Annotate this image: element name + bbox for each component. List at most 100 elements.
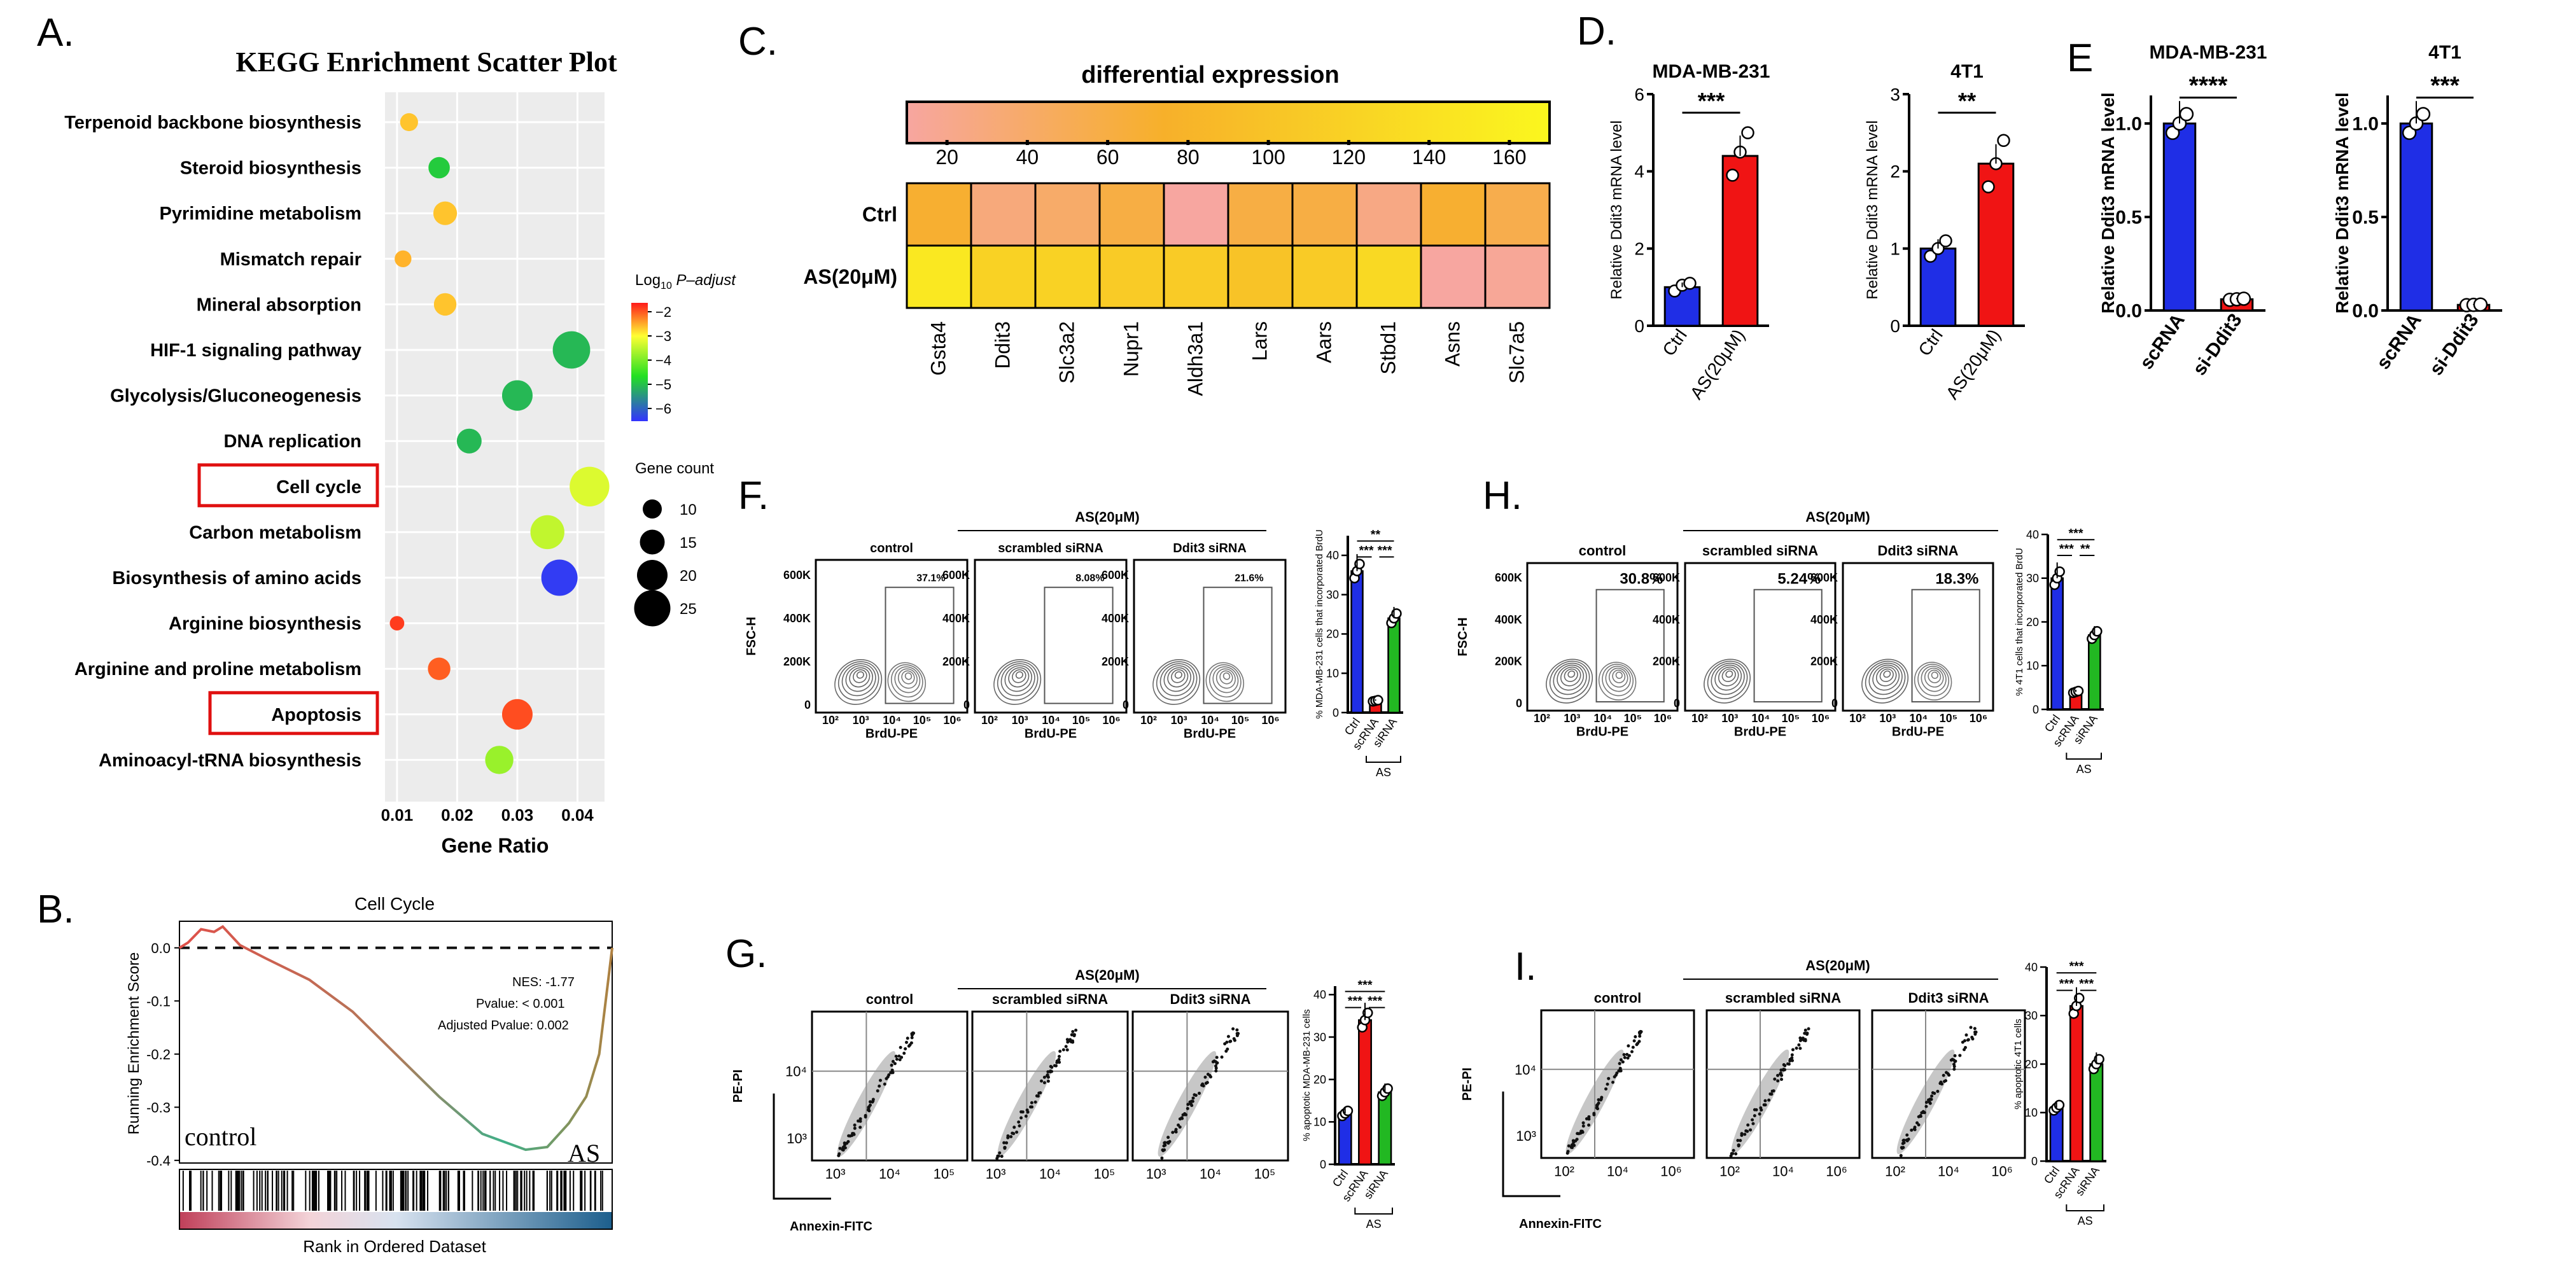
flow-ytick-label: 200K [1653, 655, 1680, 668]
bar-category-label: Ctrl [1914, 326, 1946, 359]
flow-event [1592, 1113, 1596, 1117]
gsea-ytick-label: 0.0 [151, 940, 171, 956]
heatmap-cell [1484, 182, 1551, 247]
flow-xtick-label: 10³ [853, 714, 869, 727]
kegg-point [501, 699, 533, 730]
kegg-highlight-box [197, 463, 379, 508]
bar-point [2073, 685, 2084, 697]
heatmap-gene-label: Ddit3 [991, 321, 1014, 369]
flow-event [1973, 1027, 1977, 1031]
flow-xtick-label: 10⁶ [1812, 712, 1830, 725]
heatmap-gene-label: Stbd1 [1377, 321, 1400, 375]
heatmap-row-label: AS(20μM) [803, 265, 897, 288]
flow-event [1236, 1032, 1240, 1036]
gsea-title: Cell Cycle [354, 894, 435, 914]
flow-event [1919, 1114, 1922, 1118]
heatmap-cell [906, 244, 972, 309]
flow-event [1223, 1042, 1227, 1046]
contour-line [1711, 662, 1745, 695]
bar-point [1997, 134, 2010, 148]
flow-event [1749, 1128, 1753, 1132]
bar-ytick-label: 0.0 [2352, 301, 2379, 322]
bar-point [1683, 277, 1697, 290]
flow-xtick-label: 10⁵ [1254, 1166, 1276, 1182]
flow-event [1801, 1036, 1805, 1040]
panel-letter-d: D. [1577, 10, 1616, 53]
heatmap-cell [1355, 182, 1422, 247]
bar [1338, 1112, 1352, 1166]
bar-ytick-label: 20 [2025, 1058, 2038, 1071]
flow-ytick-label: 400K [783, 612, 811, 625]
bar-title: 4T1 [1950, 61, 1984, 82]
gsea-as-label: AS [568, 1139, 600, 1167]
flow-event [897, 1054, 901, 1058]
flow-gate [1203, 587, 1273, 704]
flow-plot-frame [1842, 562, 1994, 712]
sig-stars: ** [2080, 542, 2090, 556]
contour-line [1557, 664, 1585, 691]
sig-stars: *** [2068, 526, 2083, 540]
kegg-plot-bg [385, 92, 605, 802]
flow-event [1576, 1132, 1579, 1136]
flow-event [1198, 1091, 1201, 1095]
flow-xtick-label: 10² [1719, 1164, 1740, 1180]
bar-ytick-label: 2 [1634, 239, 1644, 258]
flow-event [1226, 1035, 1230, 1038]
scale-tick-label: 120 [1332, 146, 1366, 169]
contour-line [1931, 671, 1938, 679]
flow-xtick-label: 10⁵ [1231, 714, 1249, 727]
flow-event [1920, 1111, 1924, 1115]
kegg-pathway-label: Cell cycle [276, 477, 361, 498]
bar-category-label: si-Ddit3 [2189, 310, 2246, 379]
flow-event [1930, 1094, 1934, 1098]
contour-line [1167, 667, 1189, 688]
bar-ytick-label: 2 [1890, 162, 1900, 181]
flow-ytick-label: 200K [783, 655, 811, 668]
size-legend-title: Gene count [635, 460, 714, 477]
flow-gate [1595, 589, 1665, 703]
bar-ytick-label: 1 [1890, 239, 1900, 258]
contour-line [1598, 662, 1637, 700]
knockdown-chart: 0.0 0.5 1.0 scRNA si-Ddit3 Relative Ddit3 mRN… [2332, 42, 2502, 379]
flow-xtick-label: 10² [1554, 1164, 1574, 1180]
as-header-label: AS(20μM) [1805, 509, 1870, 525]
bar-point [2416, 107, 2431, 122]
flow-event [1173, 1129, 1177, 1133]
flow-event [1215, 1061, 1219, 1065]
flow-event [1974, 1030, 1978, 1034]
flow-event [890, 1068, 894, 1072]
contour-line [1546, 658, 1593, 704]
group-bracket [1354, 1208, 1393, 1215]
flow-event [1215, 1056, 1219, 1059]
flow-event [1736, 1138, 1740, 1142]
flow-event [864, 1115, 867, 1118]
bar [1721, 155, 1759, 327]
sig-stars: *** [2059, 542, 2074, 556]
contour-line [1879, 668, 1894, 682]
flow-event [890, 1063, 893, 1067]
flow-event [1634, 1035, 1637, 1039]
heatmap-scale-bar [906, 101, 1551, 144]
kegg-point [389, 616, 405, 631]
flow-event [1905, 1133, 1909, 1137]
flow-event [1763, 1099, 1767, 1103]
bar [2162, 122, 2197, 312]
bar [2050, 577, 2064, 711]
flow-event [1019, 1110, 1023, 1114]
flow-event [1002, 1141, 1006, 1145]
flow-event [1597, 1098, 1600, 1102]
flow-event [1807, 1027, 1810, 1031]
bar-ytick-label: 10 [2026, 660, 2039, 672]
flow-event [1220, 1055, 1224, 1059]
heatmap-gene-label: Aars [1313, 321, 1336, 363]
bar-ytick-label: 40 [2026, 528, 2039, 541]
flow-event [1025, 1108, 1029, 1112]
flow-plot-frame [974, 559, 1128, 714]
bar [2089, 1063, 2104, 1162]
flow-event [1229, 1040, 1233, 1043]
bar [1350, 570, 1364, 714]
flow-ytick-label: 400K [1810, 613, 1838, 626]
flow-event [1933, 1091, 1936, 1095]
